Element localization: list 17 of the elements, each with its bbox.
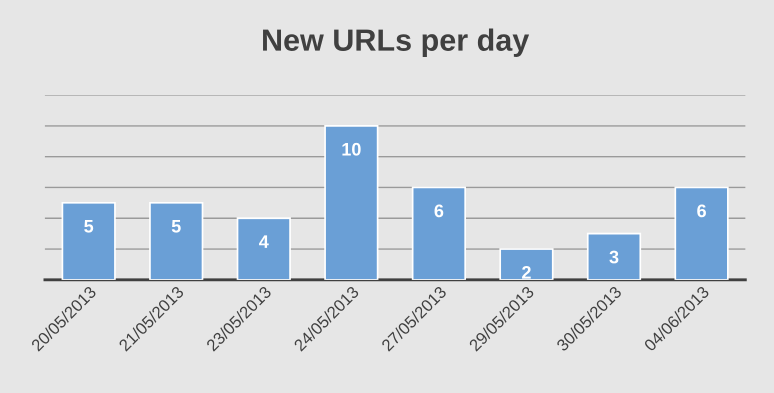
- bar: [236, 217, 291, 280]
- bar: [62, 202, 116, 280]
- data-label: 6: [434, 204, 444, 218]
- bar: [324, 125, 378, 280]
- data-label: 2: [522, 266, 531, 279]
- bar: [412, 186, 466, 280]
- data-label: 5: [172, 220, 181, 233]
- data-label: 5: [84, 220, 94, 233]
- bar: [586, 232, 642, 280]
- data-label: 3: [609, 250, 618, 264]
- bar: [674, 186, 729, 280]
- chart-title: New URLs per day: [263, 28, 530, 57]
- data-label: 6: [697, 204, 706, 218]
- bar: [149, 202, 204, 280]
- data-label: 4: [259, 235, 269, 248]
- data-label: 10: [342, 142, 361, 156]
- bar: [499, 248, 554, 280]
